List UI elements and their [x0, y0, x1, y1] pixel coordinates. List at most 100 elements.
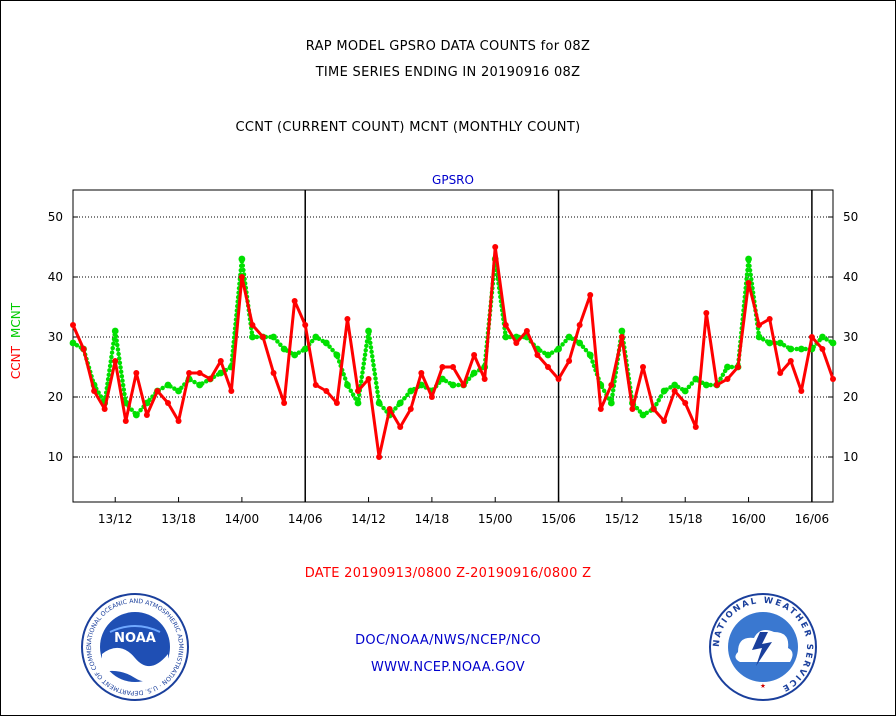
data-point-ccnt	[112, 358, 119, 364]
data-point-ccnt	[91, 388, 98, 394]
y-tick-label-right-40: 40	[843, 270, 858, 284]
data-point-ccnt	[175, 418, 182, 424]
data-point-mcnt	[439, 375, 446, 383]
data-point-ccnt	[397, 424, 404, 430]
data-point-ccnt	[724, 376, 731, 382]
data-point-ccnt	[650, 406, 657, 412]
data-point-mcnt	[671, 381, 679, 389]
data-point-mcnt	[607, 399, 615, 407]
data-point-mcnt	[576, 339, 584, 347]
data-point-ccnt	[819, 346, 826, 352]
data-point-mcnt	[555, 345, 562, 353]
data-point-ccnt	[70, 322, 76, 328]
data-point-ccnt	[428, 394, 435, 400]
data-point-ccnt	[587, 292, 594, 298]
data-point-ccnt	[766, 316, 773, 322]
data-point-ccnt	[713, 382, 720, 388]
data-point-ccnt	[312, 382, 319, 388]
data-point-mcnt	[312, 333, 320, 341]
data-point-ccnt	[323, 388, 330, 394]
data-point-mcnt	[586, 351, 594, 359]
title-line-3: CCNT (CURRENT COUNT) MCNT (MONTHLY COUNT…	[235, 120, 581, 135]
plot-frame	[72, 189, 834, 503]
x-tick-label: 16/06	[795, 512, 830, 526]
data-point-ccnt	[260, 334, 266, 340]
data-point-ccnt	[513, 340, 520, 346]
data-point-ccnt	[576, 322, 583, 328]
data-point-mcnt	[354, 399, 362, 407]
data-point-mcnt	[344, 381, 351, 389]
x-tick-label: 14/00	[225, 512, 260, 526]
data-point-ccnt	[808, 334, 815, 340]
x-tick-label: 16/00	[731, 512, 766, 526]
x-tick-label: 15/18	[668, 512, 703, 526]
data-point-mcnt	[238, 255, 246, 263]
data-point-ccnt	[671, 388, 678, 394]
x-tick-label: 14/12	[351, 512, 386, 526]
data-point-mcnt	[111, 327, 119, 335]
data-point-ccnt	[133, 370, 140, 376]
data-point-mcnt	[132, 411, 140, 419]
title-line-2: TIME SERIES ENDING IN 20190916 08Z	[315, 65, 581, 80]
data-point-ccnt	[302, 322, 309, 328]
data-point-mcnt	[396, 399, 404, 407]
data-point-mcnt	[217, 369, 225, 377]
data-point-ccnt	[735, 364, 741, 370]
data-point-mcnt	[660, 387, 668, 395]
data-point-mcnt	[681, 387, 689, 395]
data-point-ccnt	[186, 370, 193, 376]
data-point-ccnt	[566, 358, 573, 364]
data-point-mcnt	[175, 387, 182, 395]
data-point-mcnt	[745, 255, 752, 263]
data-point-ccnt	[418, 370, 425, 376]
x-tick-label: 15/00	[478, 512, 513, 526]
data-point-ccnt	[450, 364, 456, 370]
y-tick-label-right-50: 50	[843, 210, 858, 224]
data-point-mcnt	[565, 333, 573, 341]
data-point-ccnt	[460, 382, 467, 388]
data-point-ccnt	[407, 406, 414, 412]
data-point-mcnt	[544, 351, 552, 359]
data-point-mcnt	[724, 363, 731, 371]
y-axis-label-mcnt: MCNT	[9, 302, 23, 338]
nws-logo: NATIONAL WEATHER SERVICE ★	[709, 593, 817, 701]
data-point-mcnt	[249, 333, 256, 341]
nws-star-icon: ★	[760, 681, 766, 691]
data-point-ccnt	[238, 274, 245, 280]
data-point-ccnt	[745, 280, 752, 286]
data-point-ccnt	[249, 322, 256, 328]
data-point-ccnt	[692, 424, 699, 430]
data-point-ccnt	[207, 376, 214, 382]
data-point-ccnt	[787, 358, 794, 364]
data-point-ccnt	[228, 388, 235, 394]
data-point-ccnt	[555, 376, 562, 382]
data-point-ccnt	[291, 298, 298, 304]
y-axis-label: CCNT MCNT	[9, 302, 23, 379]
title-line-1: RAP MODEL GPSRO DATA COUNTS for 08Z	[305, 39, 591, 54]
data-point-mcnt	[470, 369, 478, 377]
data-point-mcnt	[755, 333, 763, 341]
data-point-mcnt	[502, 333, 510, 341]
data-point-mcnt	[164, 381, 172, 389]
y-tick-label-left-30: 30	[48, 330, 63, 344]
data-point-mcnt	[449, 381, 457, 389]
data-point-ccnt	[217, 358, 224, 364]
data-point-mcnt	[69, 339, 77, 347]
y-tick-label-right-20: 20	[843, 390, 858, 404]
data-point-ccnt	[154, 388, 161, 394]
data-point-mcnt	[407, 387, 415, 395]
data-point-ccnt	[270, 370, 277, 376]
website-link[interactable]: WWW.NCEP.NOAA.GOV	[370, 660, 526, 675]
data-point-ccnt	[608, 382, 615, 388]
data-point-ccnt	[355, 388, 361, 394]
data-point-mcnt	[819, 333, 826, 341]
data-point-mcnt	[787, 345, 795, 353]
data-point-mcnt	[270, 333, 277, 341]
panel-title: GPSRO	[432, 173, 474, 187]
data-point-ccnt	[143, 412, 150, 418]
y-tick-label-left-40: 40	[48, 270, 63, 284]
data-point-ccnt	[439, 364, 446, 370]
data-point-ccnt	[703, 310, 710, 316]
data-point-ccnt	[281, 400, 288, 406]
